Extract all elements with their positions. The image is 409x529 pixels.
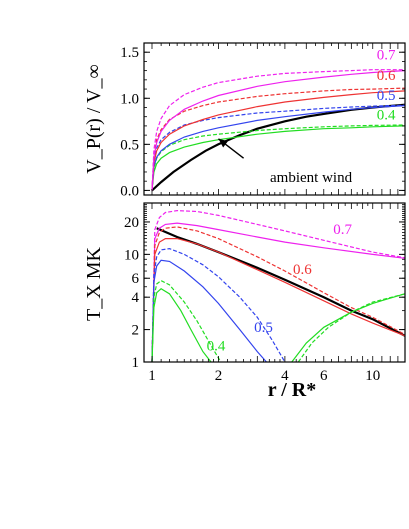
y-tick-label: 10	[124, 247, 139, 263]
y-tick-label: 20	[124, 215, 139, 231]
top-y-axis-label: V_P(r) / V_∞	[83, 64, 105, 173]
series-line-0.4-8	[151, 279, 222, 362]
series-label-0.4: 0.4	[207, 339, 226, 355]
y-tick-label: 4	[132, 290, 140, 306]
top-panel-velocity: ambient wind 0.7 0.6 0.5 0.4 0.0 0.5 1.0 1.5 V…	[83, 42, 406, 199]
ambient-wind-arrow	[218, 138, 245, 159]
series-line-0.7-1	[151, 222, 405, 362]
series-label-0.7: 0.7	[377, 48, 396, 64]
series-line-0.6-3	[151, 238, 405, 362]
series-line-0.6-4	[151, 226, 405, 362]
top-plot-frame	[143, 42, 406, 196]
x-axis-label: r / R*	[268, 379, 317, 401]
annotation-ambient-wind: ambient wind	[270, 170, 353, 186]
x-tick-label: 4	[281, 368, 289, 384]
series-line-0.7-2	[151, 209, 405, 362]
top-series-labels: 0.7 0.6 0.5 0.4	[377, 48, 396, 124]
series-line-0.6-5	[151, 90, 405, 191]
series-line-0.5-3	[151, 105, 405, 191]
series-line-0.5-5	[151, 259, 267, 362]
series-line-0.5-6	[151, 247, 286, 362]
series-label-0.6: 0.6	[293, 262, 312, 278]
top-x-ticks	[151, 43, 399, 195]
series-line-0.4-1	[151, 125, 405, 191]
y-tick-label: 1.5	[120, 45, 139, 61]
top-y-ticks: 0.0 0.5 1.0 1.5	[120, 45, 405, 199]
bottom-plot-frame	[143, 202, 406, 363]
series-line-0.4-7	[151, 287, 212, 362]
y-tick-label: 0.5	[120, 137, 139, 153]
x-tick-label: 10	[365, 368, 380, 384]
bottom-series-group	[151, 209, 405, 362]
x-tick-label: 6	[320, 368, 328, 384]
series-line-0.7-8	[151, 69, 405, 191]
top-series-group	[151, 69, 405, 192]
y-tick-label: 6	[132, 271, 140, 287]
y-tick-label: 1.0	[120, 91, 139, 107]
series-line-0.4-10	[297, 293, 405, 362]
series-label-0.7: 0.7	[333, 222, 352, 238]
x-tick-label: 1	[148, 368, 156, 384]
y-tick-label: 1	[132, 355, 140, 371]
series-label-0.5: 0.5	[254, 320, 273, 336]
bottom-y-axis-label: T_X MK	[83, 247, 105, 321]
arrow-head	[218, 138, 229, 148]
y-tick-label: 0.0	[120, 183, 139, 199]
series-line-0.5-4	[151, 104, 405, 191]
series-label-0.4: 0.4	[377, 108, 396, 124]
series-line-ambient-wind-0	[156, 227, 405, 337]
series-line-0.7-7	[151, 70, 405, 191]
x-tick-label: 2	[215, 368, 223, 384]
y-tick-label: 2	[132, 323, 140, 339]
series-line-ambient-wind-0	[151, 103, 405, 192]
series-line-0.4-9	[291, 293, 405, 362]
bottom-series-labels: 0.7 0.6 0.5 0.4	[207, 222, 353, 355]
series-label-0.5: 0.5	[377, 88, 396, 104]
series-label-0.6: 0.6	[377, 68, 396, 84]
